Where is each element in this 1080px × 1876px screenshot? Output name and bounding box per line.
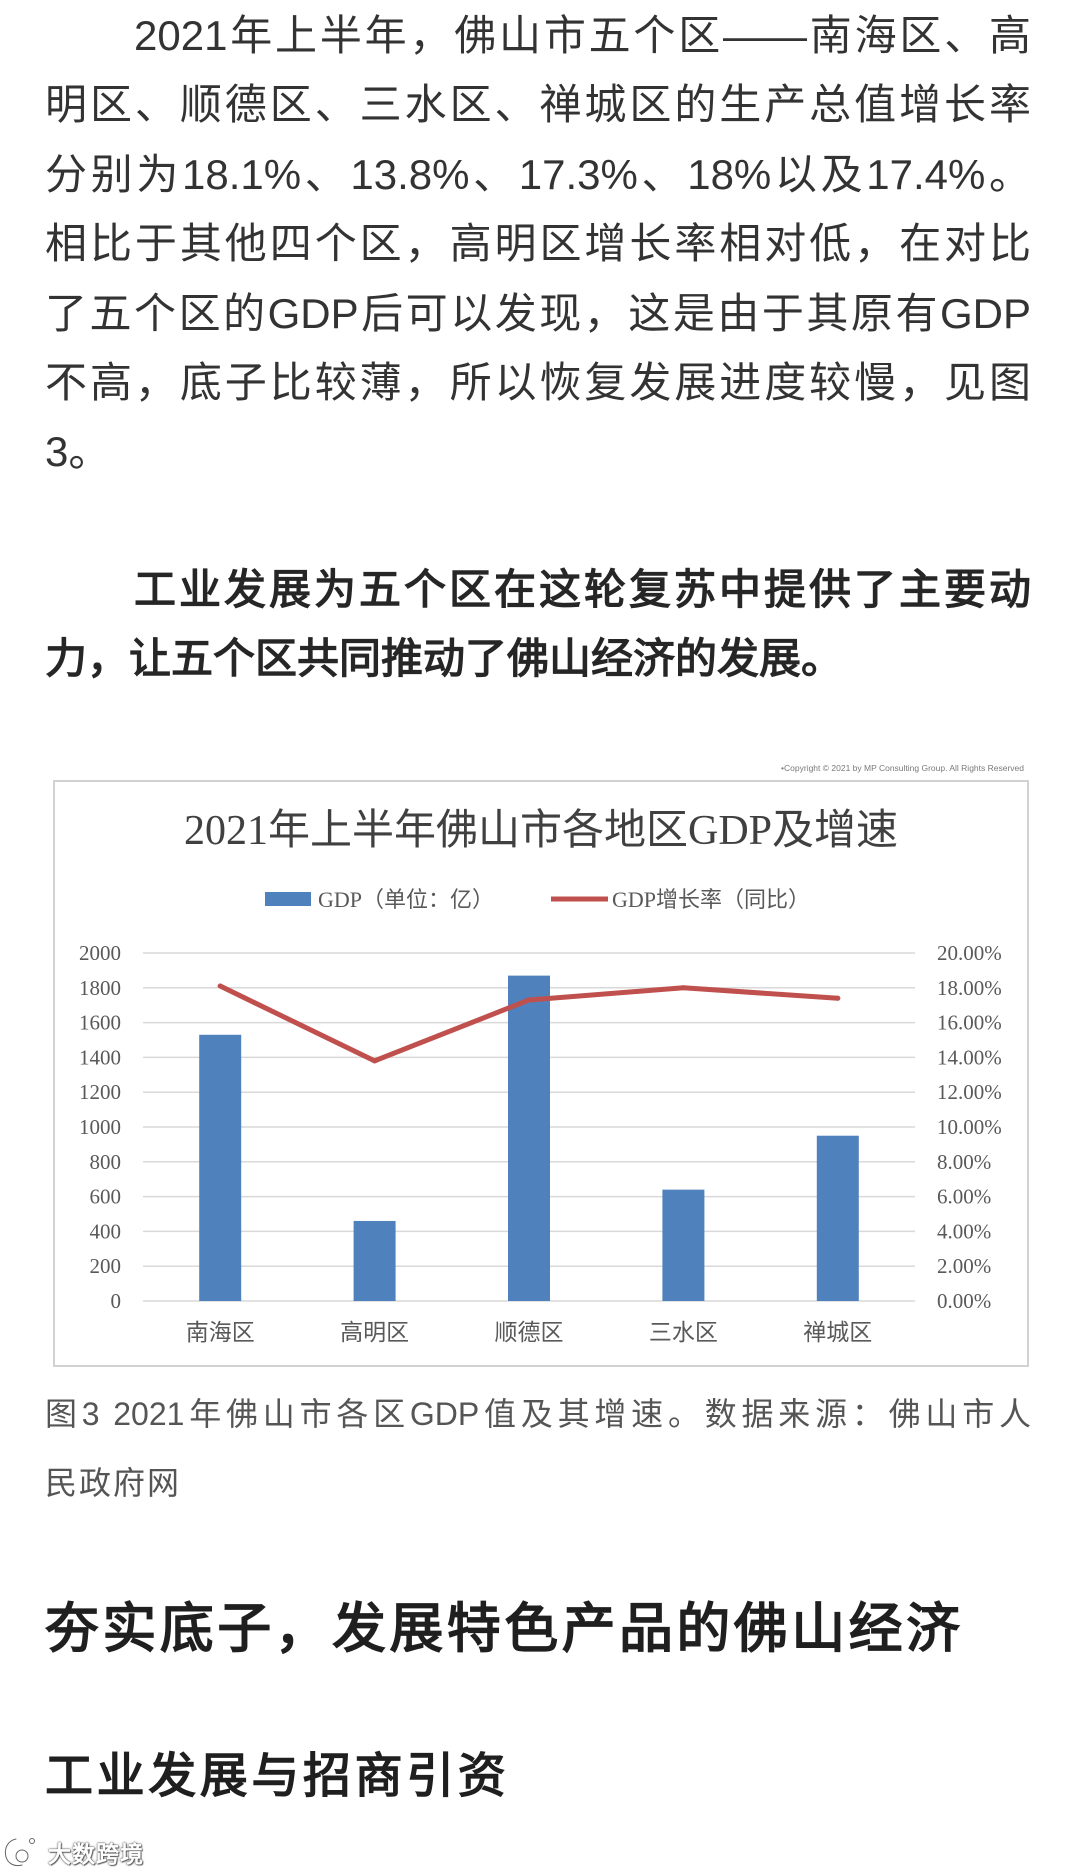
- growth-rate-point: [217, 983, 223, 989]
- left-tick-label: 1800: [79, 976, 121, 1000]
- right-axis-ticks: 20.00% 18.00% 16.00% 14.00% 12.00% 10.00% 8.00…: [937, 941, 1002, 1313]
- paragraph-line: 力，让五个区共同推动了佛山经济的发展。: [45, 634, 844, 682]
- gdp-growth-combo-chart: 2021年上半年佛山市各地区GDP及增速 GDP（单位：亿） GDP增长率（同比…: [79, 807, 1002, 1345]
- right-tick-label: 4.00%: [937, 1219, 991, 1243]
- left-tick-label: 600: [90, 1185, 122, 1209]
- growth-rate-point: [372, 1058, 378, 1064]
- left-tick-label: 1600: [79, 1011, 121, 1035]
- growth-rate-point: [835, 995, 841, 1001]
- right-tick-label: 8.00%: [937, 1150, 991, 1174]
- left-tick-label: 800: [90, 1150, 122, 1174]
- chart-legend: GDP（单位：亿） GDP增长率（同比）: [265, 887, 810, 912]
- left-tick-label: 1400: [79, 1045, 121, 1069]
- section-heading: 夯实底子，发展特色产品的佛山经济: [45, 1599, 964, 1659]
- left-tick-label: 400: [90, 1219, 122, 1243]
- right-tick-label: 20.00%: [937, 941, 1002, 965]
- chart-title: 2021年上半年佛山市各地区GDP及增速: [184, 807, 898, 854]
- paragraph-line: 相比于其他四个区，高明区增长率相对低，在对比: [45, 220, 1031, 268]
- right-tick-label: 18.00%: [937, 976, 1002, 1000]
- intro-paragraph: 2021年上半年，佛山市五个区——南海区、高 明区、顺德区、三水区、禅城区的生产…: [45, 1, 1031, 487]
- right-tick-label: 10.00%: [937, 1115, 1002, 1139]
- right-tick-label: 2.00%: [937, 1254, 991, 1278]
- right-tick-label: 0.00%: [937, 1289, 991, 1313]
- subsection-heading: 工业发展与招商引资: [45, 1750, 510, 1803]
- caption-line: 民政府网: [45, 1465, 182, 1501]
- left-tick-label: 1000: [79, 1115, 121, 1139]
- paragraph-line: 2021年上半年，佛山市五个区——南海区、高: [134, 12, 1031, 59]
- legend-swatch-gdp: [265, 892, 311, 906]
- right-tick-label: 12.00%: [937, 1080, 1002, 1104]
- category-label: 高明区: [340, 1320, 409, 1345]
- gdp-bar: [662, 1189, 705, 1301]
- gdp-bar: [508, 975, 550, 1301]
- growth-rate-point: [680, 985, 686, 991]
- legend-label-growth: GDP增长率（同比）: [612, 887, 810, 912]
- chart-figure[interactable]: 2021年上半年佛山市各地区GDP及增速 GDP（单位：亿） GDP增长率（同比…: [53, 780, 1029, 1367]
- left-tick-label: 0: [111, 1289, 122, 1313]
- category-axis: 南海区 高明区 顺德区 三水区 禅城区: [186, 1320, 873, 1345]
- paragraph-line: 工业发展为五个区在这轮复苏中提供了主要动: [134, 566, 1031, 613]
- watermark-text: 大数跨境: [48, 1841, 144, 1867]
- logo-icon: [3, 1837, 35, 1868]
- right-tick-label: 6.00%: [937, 1185, 991, 1209]
- legend-label-gdp: GDP（单位：亿）: [318, 887, 494, 912]
- gdp-bar-series: [199, 975, 859, 1301]
- figure-copyright: •Copyright © 2021 by MP Consulting Group…: [781, 763, 1024, 773]
- right-tick-label: 16.00%: [937, 1011, 1002, 1035]
- left-tick-label: 2000: [79, 941, 121, 965]
- left-tick-label: 200: [90, 1254, 122, 1278]
- paragraph-line: 不高，底子比较薄，所以恢复发展进度较慢，见图: [45, 359, 1031, 407]
- growth-line-series: [217, 983, 841, 1064]
- gdp-bar: [353, 1220, 396, 1301]
- category-label: 南海区: [186, 1320, 255, 1345]
- category-label: 三水区: [649, 1320, 718, 1345]
- caption-line: 图3 2021年佛山市各区GDP值及其增速。数据来源：佛山市人: [45, 1396, 1031, 1432]
- bold-paragraph: 工业发展为五个区在这轮复苏中提供了主要动 力，让五个区共同推动了佛山经济的发展。: [45, 556, 1031, 693]
- growth-rate-point: [526, 997, 532, 1003]
- category-label: 禅城区: [803, 1320, 872, 1345]
- paragraph-line: 明区、顺德区、三水区、禅城区的生产总值增长率: [45, 81, 1031, 129]
- watermark: 大数跨境: [2, 1834, 144, 1870]
- paragraph-line: 了五个区的GDP后可以发现，这是由于其原有GDP: [45, 289, 1031, 337]
- paragraph-line: 分别为18.1%、13.8%、17.3%、18%以及17.4%。: [45, 150, 1031, 198]
- gdp-bar: [816, 1135, 859, 1301]
- gdp-bar: [199, 1034, 242, 1301]
- paragraph-line: 3。: [45, 428, 111, 476]
- right-tick-label: 14.00%: [937, 1045, 1002, 1069]
- left-tick-label: 1200: [79, 1080, 121, 1104]
- figure-caption: 图3 2021年佛山市各区GDP值及其增速。数据来源：佛山市人 民政府网: [45, 1380, 1031, 1518]
- category-label: 顺德区: [495, 1320, 564, 1345]
